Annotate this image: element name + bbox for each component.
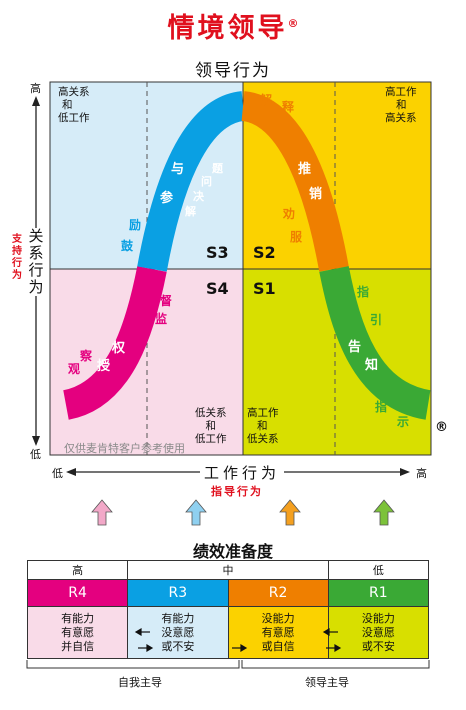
s3-sub2-2: 决 [193, 190, 204, 203]
readiness-title: 绩效准备度 [192, 542, 273, 561]
y-axis-arrowhead-up [32, 96, 40, 106]
self-directed-label: 自我主导 [118, 676, 162, 689]
s2-sub2-1: 劝 [283, 207, 296, 221]
s2-sub-1: 解 [260, 93, 273, 107]
watermark-text: 仅供麦肯特客户参考使用 [64, 442, 185, 455]
readiness-r2-desc: 没能力 有意愿 或自信 [227, 606, 329, 659]
s1-word-2: 知 [365, 358, 379, 373]
x-axis-low-label: 低 [52, 467, 63, 480]
style-s4-label: S4 [206, 279, 229, 298]
s2-word-2: 销 [309, 187, 323, 202]
y-axis-high-label: 高 [30, 82, 41, 95]
quadrant-label-bottom-right: 高工作和低关系 [247, 407, 279, 445]
x-axis-sublabel: 指导行为 [211, 485, 263, 498]
y-axis-arrowhead-down [32, 436, 40, 446]
style-s1-label: S1 [253, 279, 276, 298]
quadrant-label-bottom-left: 低关系和低工作 [195, 407, 227, 445]
readiness-r4: R4 [26, 579, 129, 607]
x-axis-label: 工作行为 [200, 462, 285, 483]
s3-sub-1: 鼓 [121, 239, 134, 253]
s3-word-1: 参 [160, 191, 174, 206]
x-axis-high-label: 高 [416, 467, 427, 480]
leader-directed-label: 领导主导 [305, 676, 349, 689]
s3-sub-2: 励 [129, 218, 142, 232]
page-title: 情境领导® [167, 13, 299, 44]
s4-sub2-2: 督 [160, 294, 173, 308]
x-axis-arrowhead-left [66, 468, 76, 476]
arrow-r3-up [185, 499, 207, 526]
readiness-r1-desc: 没能力 没意愿 或不安 [327, 606, 430, 659]
leadership-behavior-title: 领导行为 [195, 61, 271, 81]
readiness-header-low: 低 [327, 560, 430, 580]
readiness-transition-arrows [134, 627, 342, 653]
arrow-r4-up [91, 499, 113, 526]
readiness-r4-desc: 有能力 有意愿 并自信 [26, 606, 129, 659]
readiness-table: 高 中 低 R4 R3 R2 R1 有能力 有意愿 并自信 有能力 没意愿 或不安 没能… [26, 560, 430, 659]
s3-sub2-3: 问 [201, 175, 212, 188]
registered-mark: ® [435, 420, 448, 435]
x-axis-arrowhead-right [400, 468, 410, 476]
s3-word-2: 与 [171, 162, 185, 177]
y-axis-sublabel: 支持行为 [12, 234, 22, 281]
quadrant-label-top-right: 高工作和高关系 [385, 86, 417, 124]
readiness-r2: R2 [227, 579, 329, 607]
curve-s1-band [319, 266, 432, 420]
s3-sub2-4: 题 [212, 162, 223, 175]
readiness-r3: R3 [127, 579, 229, 607]
situational-leadership-diagram [32, 81, 432, 526]
s3-sub2-1: 解 [185, 205, 196, 218]
s2-sub2-2: 服 [290, 230, 303, 244]
s2-sub-2: 释 [282, 100, 295, 114]
s4-word-1: 授 [97, 359, 111, 374]
s2-word-1: 推 [298, 162, 312, 177]
readiness-bracket [26, 660, 430, 669]
readiness-header-mid: 中 [127, 560, 329, 580]
s4-word-2: 权 [112, 341, 126, 356]
readiness-header-high: 高 [26, 560, 129, 580]
y-axis-low-label: 低 [30, 448, 41, 461]
s4-sub-2: 察 [80, 349, 93, 363]
curve-s3-band [137, 91, 246, 272]
curve-s4-band [62, 266, 167, 420]
readiness-r1: R1 [327, 579, 430, 607]
s1-sub-1: 指 [357, 285, 370, 299]
s1-sub2-1: 指 [375, 400, 388, 414]
s4-sub2-1: 监 [155, 312, 168, 326]
arrow-r2-up [279, 499, 301, 526]
y-axis-label: 关系行为 [27, 227, 45, 296]
style-s2-label: S2 [253, 243, 276, 262]
s1-sub-2: 引 [370, 313, 383, 327]
style-s3-label: S3 [206, 243, 229, 262]
curve-s2-band [240, 91, 349, 272]
s4-sub-1: 观 [68, 362, 81, 376]
arrow-r1-up [373, 499, 395, 526]
quadrant-label-top-left: 高关系和低工作 [58, 86, 90, 124]
s1-sub2-2: 示 [397, 415, 410, 429]
s1-word-1: 告 [348, 340, 362, 355]
